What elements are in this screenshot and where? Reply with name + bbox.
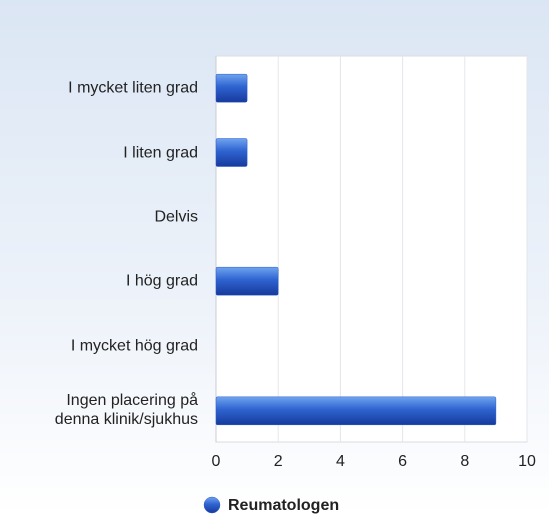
x-tick-label: 0 bbox=[212, 453, 221, 470]
y-tick-label: I mycket liten grad bbox=[68, 79, 198, 97]
x-tick-label: 6 bbox=[398, 453, 407, 470]
y-tick-label: Delvis bbox=[154, 208, 198, 226]
x-tick-label: 8 bbox=[460, 453, 469, 470]
bar bbox=[215, 266, 279, 296]
plot-area bbox=[215, 55, 528, 443]
y-tick-label: I hög grad bbox=[125, 272, 198, 290]
x-tick-label: 4 bbox=[336, 453, 345, 470]
bar bbox=[215, 73, 248, 103]
bar bbox=[215, 396, 497, 426]
legend-label: Reumatologen bbox=[228, 497, 339, 514]
y-tick-label: I liten grad bbox=[123, 144, 198, 161]
bar bbox=[215, 138, 248, 167]
x-tick-label: 2 bbox=[274, 453, 283, 470]
x-tick-label: 10 bbox=[518, 453, 536, 470]
y-tick-label: Ingen placering på denna klinik/sjukhus bbox=[54, 391, 198, 428]
y-tick-label: I mycket hög grad bbox=[70, 337, 198, 354]
legend-marker bbox=[203, 496, 221, 514]
